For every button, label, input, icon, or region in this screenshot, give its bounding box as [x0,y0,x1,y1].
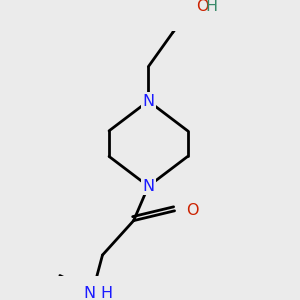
Text: H: H [205,0,217,14]
Text: N: N [142,94,154,109]
Text: O: O [186,203,199,218]
Text: O: O [196,0,208,14]
Text: N: N [142,179,154,194]
Text: H: H [100,286,112,300]
Text: N: N [83,286,95,300]
